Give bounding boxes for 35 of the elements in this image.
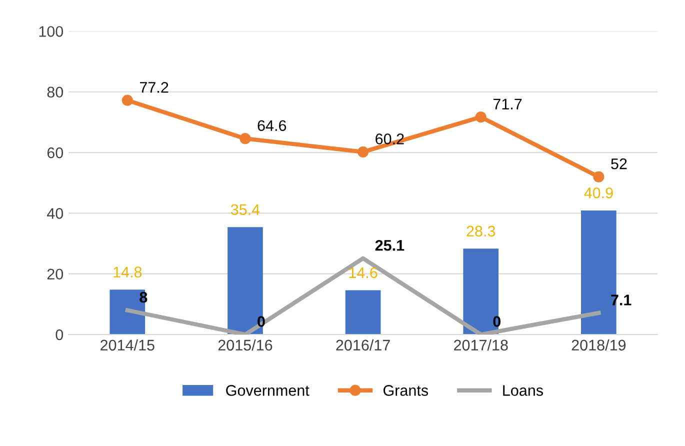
legend-label: Loans xyxy=(503,385,543,396)
bar xyxy=(345,290,381,334)
x-tick-label: 2017/18 xyxy=(454,339,508,351)
point xyxy=(357,146,369,158)
x-tick-label: 2014/15 xyxy=(100,339,154,351)
bar xyxy=(463,248,499,334)
point xyxy=(593,171,604,182)
x-tick-label: 2018/19 xyxy=(572,339,626,351)
legend-label: Government xyxy=(226,385,310,396)
data-label: 14.6 xyxy=(349,267,378,278)
data-label: 28.3 xyxy=(466,226,496,237)
bar xyxy=(110,290,146,334)
data-label: 25.1 xyxy=(375,240,404,251)
point xyxy=(475,111,486,123)
data-label: 0 xyxy=(258,316,265,327)
x-tick-label: 2015/16 xyxy=(218,339,272,351)
data-label: 14.8 xyxy=(114,266,142,278)
point xyxy=(240,133,251,144)
y-tick-label: 100 xyxy=(39,26,64,37)
y-tick-label: 0 xyxy=(56,329,64,340)
y-tick-label: 80 xyxy=(47,86,64,98)
x-tick-label: 2016/17 xyxy=(336,339,390,351)
data-label: 64.6 xyxy=(258,120,286,132)
data-label: 60.2 xyxy=(376,134,404,144)
point xyxy=(122,94,133,106)
data-label: 40.9 xyxy=(584,188,613,198)
data-label: 52 xyxy=(611,158,627,170)
bar xyxy=(228,227,263,334)
y-tick-label: 60 xyxy=(47,147,64,158)
data-label: 35.4 xyxy=(230,204,260,216)
data-label: 77.2 xyxy=(140,82,168,93)
data-label: 71.7 xyxy=(493,98,522,110)
legend-label: Grants xyxy=(384,385,428,396)
y-tick-label: 40 xyxy=(47,208,64,219)
y-tick-label: 20 xyxy=(47,268,64,280)
